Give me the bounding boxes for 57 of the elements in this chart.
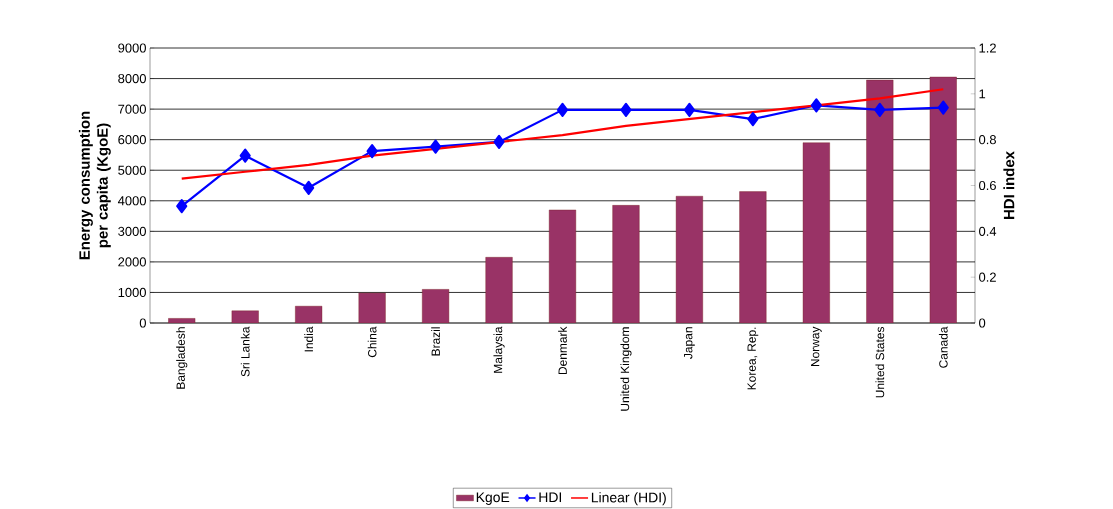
x-tick-label: Korea, Rep. [747,327,759,390]
bar [675,196,703,323]
x-tick-label: Sri Lanka [240,326,250,377]
y-tick-label: 7000 [118,104,146,114]
point [556,102,569,117]
y2-tick-label: 0.4 [979,226,997,236]
x-tick-label: Canada [938,326,948,368]
y2-tick-label: 0.2 [979,272,996,282]
x-tick-label: Malaysia [493,326,505,373]
x-tick-label: United Kingdom [620,327,632,411]
bar [929,76,957,323]
bar [548,209,577,323]
x-tick-label: China [367,326,377,358]
x-tick-label: India [304,326,314,352]
legend-label: HDI [539,492,562,503]
point [874,102,886,117]
point [303,180,315,195]
y-tick-label: 2000 [118,257,146,267]
y-tick-label: 3000 [118,226,146,236]
x-tick-label: Denmark [558,326,567,375]
x-tick-label: Brazil [431,327,440,356]
bar [802,142,830,323]
y-tick-label: 9000 [118,43,146,53]
y2-tick-label: 0.8 [979,135,996,145]
point [429,139,442,154]
point [366,144,378,159]
point [620,102,632,117]
y2-tick-label: 1 [979,89,986,99]
x-tick-label: Bangladesh [176,327,188,389]
y2-tick-label: 0.6 [979,180,996,191]
point [493,134,505,150]
point [683,102,696,117]
y2-tick-label: 0 [979,318,986,328]
legend-label: Linear (HDI) [591,492,666,506]
point [747,111,759,127]
point [176,199,188,214]
y2-axis-title: HDI index [1003,151,1015,219]
y2-tick-label: 1.2 [979,43,996,53]
x-tick-label: Norway [811,326,822,367]
y-tick-label: 1000 [118,287,146,298]
point [937,100,949,115]
y-tick-label: 0 [139,318,146,328]
bar [358,292,386,323]
point [239,148,251,163]
bar [612,205,640,323]
point [810,98,822,113]
y-tick-label: 6000 [118,135,146,145]
y-tick-label: 8000 [118,73,146,84]
y-tick-label: 4000 [117,196,146,206]
y-tick-label: 5000 [118,165,146,175]
legend-label: KgoE [476,492,510,505]
y-axis-title: Energy consumption per capita (KgoE) [78,111,111,260]
x-tick-label: Japan [684,327,695,359]
bar [485,257,513,323]
bar [739,191,767,323]
x-tick-label: United States [875,326,885,398]
bar [866,79,894,323]
